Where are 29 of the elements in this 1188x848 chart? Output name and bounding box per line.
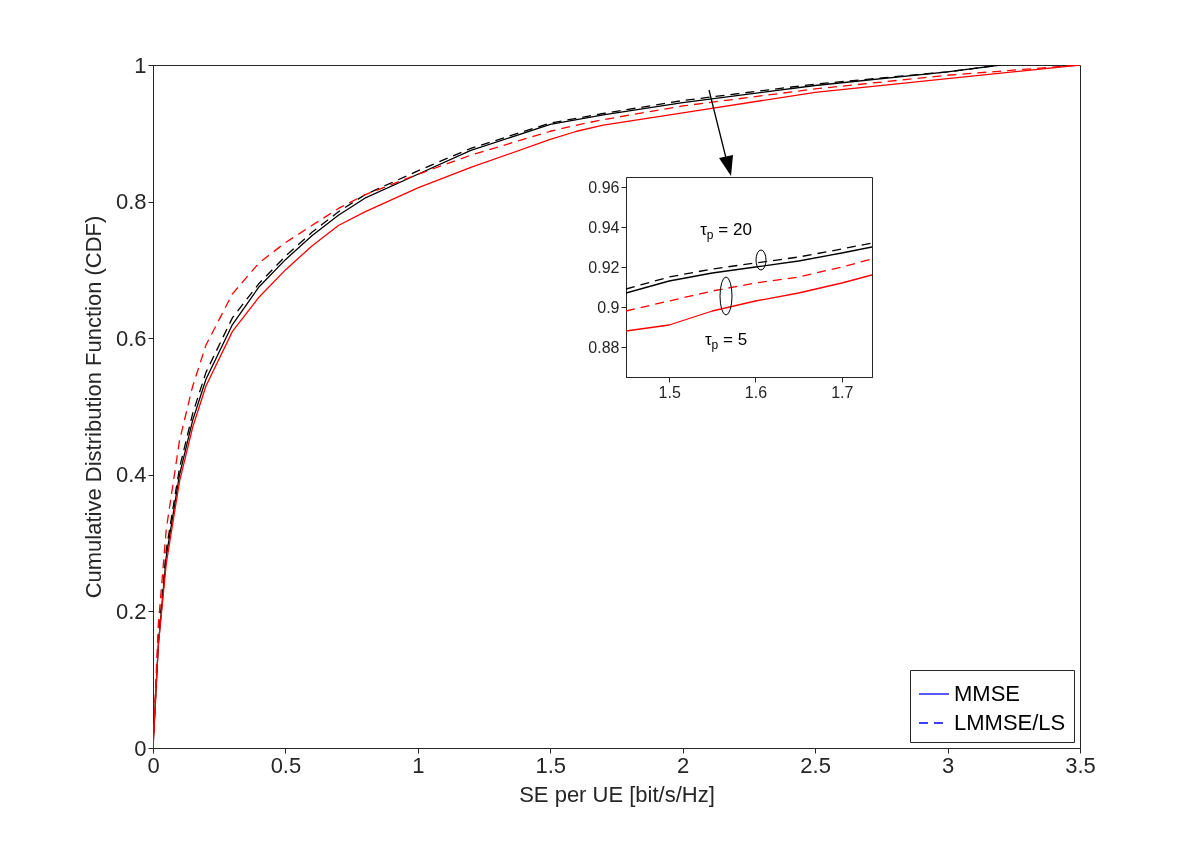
x-tick-label: 2.5 [800, 752, 831, 778]
annotation: τ$_{p}$ = 5 [704, 329, 748, 353]
x-tick-label: 1 [412, 752, 425, 778]
y-tick-label: 0.92 [588, 258, 620, 276]
y-tick-label: 0.9 [597, 298, 620, 316]
y-tick-label: 0.94 [588, 218, 620, 236]
x-tick-label: 3.5 [1065, 752, 1096, 778]
y-tick-label: 0.2 [115, 598, 147, 624]
y-tick-label: 0.6 [115, 325, 147, 351]
y-tick-label: 0.88 [588, 338, 620, 356]
y-tick-label: 1 [134, 52, 147, 78]
x-axis-title: SE per UE [bit/s/Hz] [519, 781, 715, 807]
x-tick-label: 2 [677, 752, 690, 778]
x-tick-label: 1.7 [831, 383, 854, 401]
y-tick-label: 0.8 [115, 189, 147, 215]
x-tick-label: 1.5 [658, 383, 681, 401]
x-tick-label: 1.6 [744, 383, 768, 401]
x-tick-label: 0.5 [270, 752, 302, 778]
x-tick-label: 3 [941, 752, 955, 778]
annotation: τ$_{p}$ = 20 [700, 219, 752, 243]
y-tick-label: 0.96 [588, 178, 620, 196]
line-series [626, 258, 872, 312]
line-series [626, 274, 872, 332]
y-tick-label: 0.4 [115, 462, 147, 488]
y-axis-title: Cumulative Distribution Function (CDF) [80, 215, 106, 599]
y-tick-label: 0 [134, 735, 147, 761]
legend-label: LMMSE/LS [954, 710, 1066, 735]
x-tick-label: 1.5 [535, 752, 567, 778]
legend-label: MMSE [954, 681, 1020, 706]
